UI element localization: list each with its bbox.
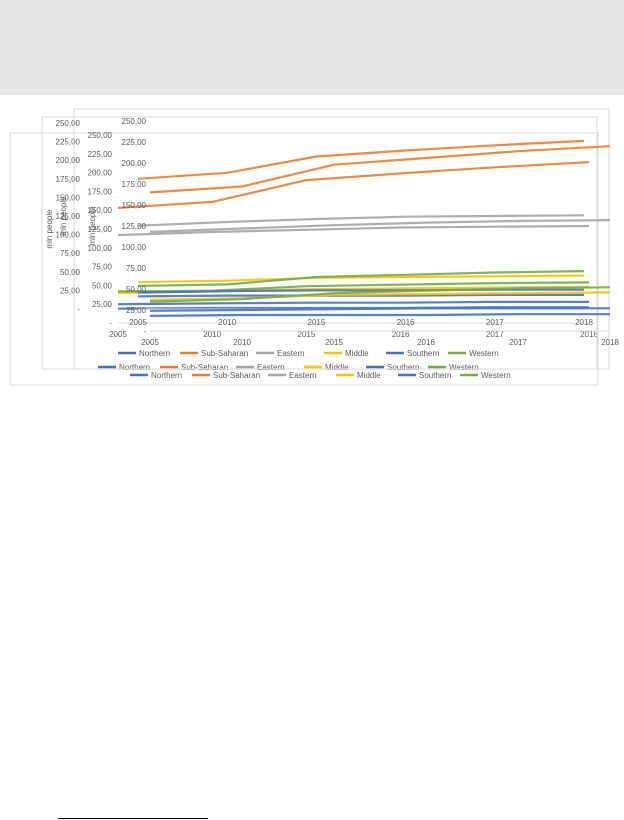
- y-tick-label: 150,00: [56, 193, 81, 202]
- legend-label: Middle: [357, 371, 381, 380]
- y-tick-label: 250,00: [122, 117, 147, 126]
- y-tick-label: 100,00: [88, 244, 113, 253]
- y-tick-label: 200,00: [122, 159, 147, 168]
- y-tick-label: 225,00: [56, 138, 81, 147]
- y-tick-label: 225,00: [88, 150, 113, 159]
- x-tick-label: 2005: [141, 338, 159, 347]
- chart-3: - 25,00 50,00 75,00 100,00 125,00 150,00 175,00…: [73, 108, 619, 380]
- y-tick-label: 25,00: [60, 286, 81, 295]
- x-tick-label: 2017: [486, 318, 504, 327]
- x-tick-label: 2010: [218, 318, 236, 327]
- x-tick-label: 2015: [308, 318, 326, 327]
- legend-label: Southern: [387, 363, 419, 372]
- y-tick-label: 200,00: [88, 169, 113, 178]
- chart-svg: - 25,00 50,00 75,00 100,00 125,00 150,00 175,00…: [9, 108, 619, 386]
- series-line-southern: [149, 313, 610, 317]
- y-tick-label: 175,00: [88, 187, 113, 196]
- legend-label: Eastern: [257, 363, 285, 372]
- y-tick-label: -: [109, 319, 112, 328]
- legend-label: Northern: [139, 349, 170, 358]
- legend-label: Eastern: [277, 349, 305, 358]
- y-tick-label: 25,00: [92, 300, 113, 309]
- series-line-sub-saharan: [117, 161, 590, 209]
- y-tick-label: 125,00: [56, 212, 81, 221]
- legend-label: Middle: [325, 363, 349, 372]
- y-tick-label: -: [77, 305, 80, 314]
- legend-label: Northern: [151, 371, 182, 380]
- y-tick-label: 150,00: [88, 206, 113, 215]
- series-line-middle: [137, 274, 585, 284]
- legend-label: Northern: [119, 363, 150, 372]
- x-tick-label: 2010: [203, 330, 221, 339]
- footnote-rule: [58, 818, 208, 819]
- series-line-sub-saharan: [149, 145, 611, 194]
- x-tick-label: 2016: [397, 318, 415, 327]
- series-line-western: [149, 286, 611, 303]
- legend-label: Sub-Saharan: [181, 363, 228, 372]
- header-band: [0, 0, 624, 95]
- x-tick-label: 2015: [325, 338, 343, 347]
- y-axis-title: mln people: [59, 196, 68, 236]
- series-line-northern: [149, 307, 610, 312]
- legend-label: Eastern: [289, 371, 317, 380]
- y-tick-label: 75,00: [126, 264, 147, 273]
- series-line-eastern: [117, 224, 590, 237]
- y-tick-label: 100,00: [56, 231, 81, 240]
- chart-figure: - 25,00 50,00 75,00 100,00 125,00 150,00 175,00…: [0, 95, 624, 405]
- x-tick-label: 2017: [486, 330, 504, 339]
- legend-label: Sub-Saharan: [213, 371, 260, 380]
- legend-label: Southern: [419, 371, 451, 380]
- x-tick-label: 2005: [109, 330, 127, 339]
- y-axis-title: mln people: [45, 209, 54, 249]
- y-tick-label: 25,00: [126, 306, 147, 315]
- y-tick-label: 250,00: [56, 119, 81, 128]
- chart-2: - 25,00 50,00 75,00 100,00 125,00 150,00 175,00…: [41, 116, 598, 370]
- series-line-northern: [137, 288, 584, 294]
- series-line-eastern: [149, 219, 611, 233]
- series-line-eastern: [137, 214, 585, 227]
- y-tick-label: 175,00: [122, 180, 147, 189]
- legend-label: Middle: [345, 349, 369, 358]
- y-tick-label: 250,00: [88, 131, 113, 140]
- y-tick-label: 200,00: [56, 156, 81, 165]
- series-line-western: [137, 270, 585, 287]
- legend-label: Western: [469, 349, 499, 358]
- y-tick-label: 225,00: [122, 138, 147, 147]
- chart-frame: [9, 132, 599, 386]
- x-tick-label: 2010: [233, 338, 251, 347]
- legend-label: Sub-Saharan: [201, 349, 248, 358]
- y-axis-title: mln people: [88, 206, 97, 246]
- legend-label: Western: [449, 363, 479, 372]
- y-tick-label: 100,00: [122, 243, 147, 252]
- x-tick-label: 2018: [601, 338, 619, 347]
- x-tick-label: 2016: [417, 338, 435, 347]
- x-tick-label: 2016: [392, 330, 410, 339]
- x-tick-label: 2018: [580, 330, 598, 339]
- x-tick-label: 2017: [509, 338, 527, 347]
- y-tick-label: 75,00: [60, 249, 81, 258]
- x-tick-label: 2015: [298, 330, 316, 339]
- y-tick-label: 50,00: [92, 281, 113, 290]
- legend-label: Southern: [407, 349, 439, 358]
- y-tick-label: 75,00: [92, 263, 113, 272]
- y-tick-label: 125,00: [122, 222, 147, 231]
- y-tick-label: 125,00: [88, 225, 113, 234]
- y-tick-label: -: [143, 327, 146, 336]
- legend-label: Western: [481, 371, 511, 380]
- series-line-sub-saharan: [137, 139, 585, 180]
- x-tick-label: 2005: [129, 318, 147, 327]
- y-tick-label: 175,00: [56, 175, 81, 184]
- y-tick-label: 150,00: [122, 201, 147, 210]
- chart-frame: [73, 108, 610, 370]
- x-tick-label: 2018: [575, 318, 593, 327]
- series-line-northern: [117, 300, 589, 306]
- y-tick-label: 50,00: [60, 268, 81, 277]
- y-tick-label: 50,00: [126, 285, 147, 294]
